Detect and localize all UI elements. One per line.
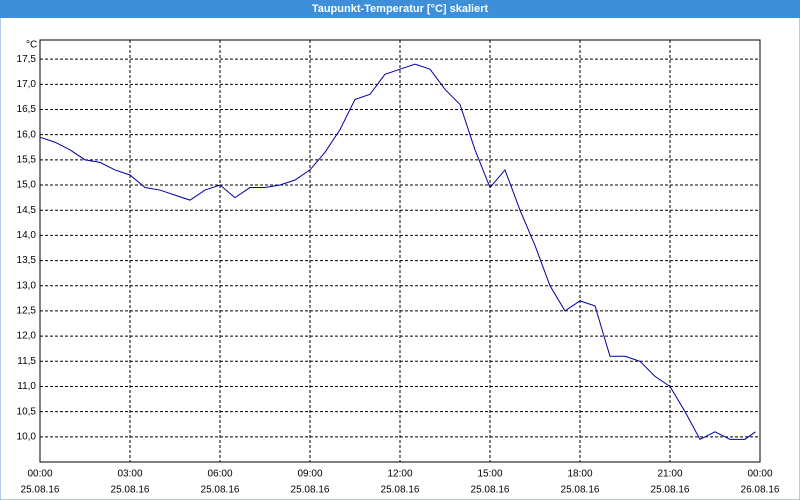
x-tick-label: 12:00 (387, 469, 412, 480)
x-tick-date: 25.08.16 (201, 485, 240, 496)
title-bar (0, 0, 800, 18)
y-tick-label: 12,5 (17, 306, 37, 317)
y-tick-label: 11,5 (17, 356, 36, 367)
x-tick-date: 25.08.16 (651, 485, 690, 496)
y-tick-label: 13,0 (17, 280, 37, 291)
x-tick-label: 03:00 (117, 469, 142, 480)
x-tick-label: 00:00 (27, 469, 52, 480)
x-tick-date: 25.08.16 (381, 485, 420, 496)
x-tick-date: 25.08.16 (111, 485, 150, 496)
x-tick-label: 06:00 (207, 469, 232, 480)
x-tick-label: 21:00 (657, 469, 682, 480)
y-tick-label: 13,5 (17, 255, 37, 266)
y-tick-label: 15,5 (17, 154, 37, 165)
x-tick-date: 25.08.16 (561, 485, 600, 496)
window-title: Taupunkt-Temperatur [°C] skaliert (312, 3, 489, 15)
y-tick-label: 11,0 (17, 381, 36, 392)
x-tick-date: 25.08.16 (291, 485, 330, 496)
x-tick-label: 18:00 (567, 469, 592, 480)
x-tick-label: 15:00 (477, 469, 502, 480)
x-tick-date: 26.08.16 (741, 485, 780, 496)
y-tick-label: 16,5 (17, 104, 37, 115)
y-axis-label: °C (26, 40, 37, 51)
y-tick-label: 16,0 (17, 129, 37, 140)
y-tick-label: 14,5 (17, 205, 37, 216)
x-tick-label: 09:00 (297, 469, 322, 480)
y-tick-label: 10,5 (17, 406, 37, 417)
y-tick-label: 17,0 (17, 79, 37, 90)
data-line (39, 63, 756, 441)
x-tick-date: 25.08.16 (21, 485, 60, 496)
y-tick-label: 14,0 (17, 230, 37, 241)
y-tick-label: 10,0 (17, 431, 37, 442)
x-tick-label: 00:00 (747, 469, 772, 480)
x-tick-date: 25.08.16 (471, 485, 510, 496)
y-tick-label: 12,0 (17, 331, 37, 342)
y-tick-label: 17,5 (17, 54, 37, 65)
y-tick-label: 15,0 (17, 180, 37, 191)
